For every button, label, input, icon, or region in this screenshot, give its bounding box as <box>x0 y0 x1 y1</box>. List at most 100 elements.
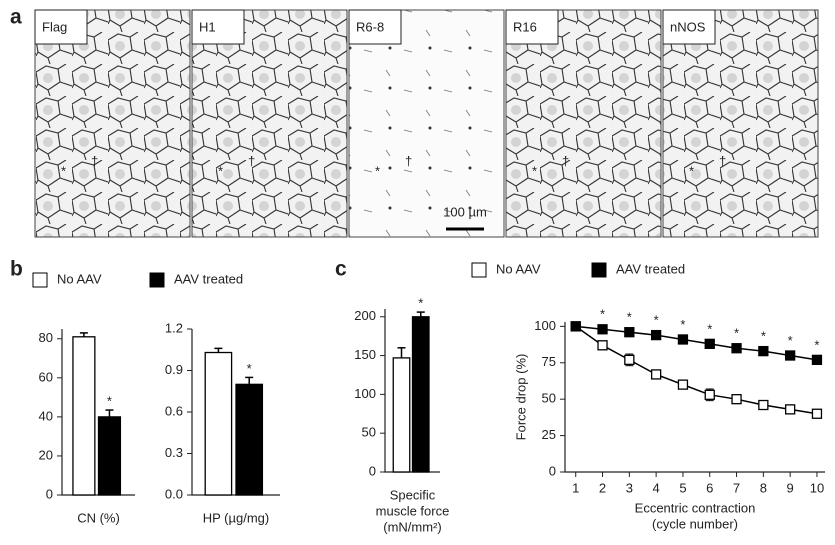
point <box>811 408 823 419</box>
x-tick-label: 10 <box>810 480 824 495</box>
x-axis-label: muscle force <box>376 503 450 518</box>
y-tick-label: 0 <box>369 463 376 478</box>
point <box>570 321 581 332</box>
significance: * <box>761 329 766 344</box>
micrograph <box>348 9 505 238</box>
micrograph <box>505 9 662 238</box>
panel-name: Flag <box>42 19 67 34</box>
point <box>785 350 796 361</box>
significance: * <box>814 337 819 352</box>
significance: * <box>680 317 685 332</box>
y-tick-label: 0.0 <box>165 486 183 501</box>
bar <box>235 383 264 496</box>
point <box>785 404 796 415</box>
y-tick-label: 75 <box>542 354 556 369</box>
significance: * <box>418 296 423 311</box>
micrograph <box>34 9 191 238</box>
y-tick-label: 50 <box>542 391 556 406</box>
point <box>704 338 715 349</box>
x-tick-label: 2 <box>599 480 606 495</box>
y-tick-label: 100 <box>354 386 376 401</box>
legend-swatch <box>32 272 48 288</box>
bar <box>72 336 96 496</box>
mark: * <box>61 163 66 178</box>
y-tick-label: 0 <box>549 463 556 478</box>
mark: * <box>532 163 537 178</box>
x-axis-label: Eccentric contraction <box>635 500 756 515</box>
x-axis-label: Specific <box>390 487 436 502</box>
point <box>731 394 742 405</box>
micrograph <box>191 9 348 238</box>
label-box <box>505 9 559 45</box>
significance: * <box>707 321 712 336</box>
bar <box>392 357 411 473</box>
y-tick-label: 150 <box>354 347 376 362</box>
significance: * <box>654 313 659 328</box>
mark: † <box>405 153 412 168</box>
panel-label: c <box>335 258 347 281</box>
significance: * <box>247 361 252 376</box>
mark: † <box>719 153 726 168</box>
y-tick-label: 200 <box>354 308 376 323</box>
legend-swatch <box>591 262 607 278</box>
y-tick-label: 80 <box>39 330 53 345</box>
point <box>597 324 608 335</box>
mark: * <box>218 163 223 178</box>
point <box>597 340 608 351</box>
x-tick-label: 8 <box>760 480 767 495</box>
point <box>677 334 689 345</box>
y-tick-label: 50 <box>362 425 376 440</box>
y-tick-label: 0.9 <box>165 362 183 377</box>
point <box>811 354 823 366</box>
legend-swatch <box>471 262 487 278</box>
point <box>650 369 662 380</box>
point <box>704 389 715 400</box>
series-line <box>575 325 818 415</box>
mark: † <box>91 153 98 168</box>
panel-name: R16 <box>513 19 537 34</box>
x-tick-label: 7 <box>733 480 740 495</box>
x-tick-label: 1 <box>572 480 579 495</box>
point <box>624 354 635 366</box>
point <box>650 329 662 341</box>
y-tick-label: 40 <box>39 408 53 423</box>
point <box>731 343 742 354</box>
legend-label: AAV treated <box>174 271 243 286</box>
panel-name: R6-8 <box>356 19 384 34</box>
label-box <box>34 9 88 45</box>
label-box <box>348 9 402 45</box>
mark: * <box>375 163 380 178</box>
y-tick-label: 20 <box>39 447 53 462</box>
y-tick-label: 60 <box>39 369 53 384</box>
y-tick-label: 0 <box>46 486 53 501</box>
micrograph <box>662 9 819 238</box>
x-axis-label: (cycle number) <box>652 516 738 531</box>
label-box <box>191 9 245 45</box>
y-axis-label: Force drop (%) <box>513 354 528 441</box>
x-tick-label: 4 <box>653 480 660 495</box>
legend-label: No AAV <box>57 271 102 286</box>
legend-label: AAV treated <box>616 261 685 276</box>
legend-swatch <box>149 272 165 288</box>
label-box <box>662 9 716 45</box>
point <box>758 399 769 411</box>
mark: † <box>562 153 569 168</box>
x-tick-label: 6 <box>706 480 713 495</box>
y-tick-label: 0.6 <box>165 403 183 418</box>
x-axis-label: HP (µg/mg) <box>203 510 270 525</box>
significance: * <box>600 307 605 322</box>
x-tick-label: 9 <box>787 480 794 495</box>
legend-label: No AAV <box>496 261 541 276</box>
bar <box>204 351 233 496</box>
scale-bar-label: 100 µm <box>443 204 487 219</box>
y-tick-label: 25 <box>542 427 556 442</box>
y-tick-label: 1.2 <box>165 320 183 335</box>
panel-label: b <box>10 258 23 281</box>
significance: * <box>107 393 112 408</box>
point <box>758 345 769 357</box>
point <box>624 327 635 338</box>
y-tick-label: 100 <box>534 318 556 333</box>
x-tick-label: 3 <box>626 480 633 495</box>
significance: * <box>734 326 739 341</box>
